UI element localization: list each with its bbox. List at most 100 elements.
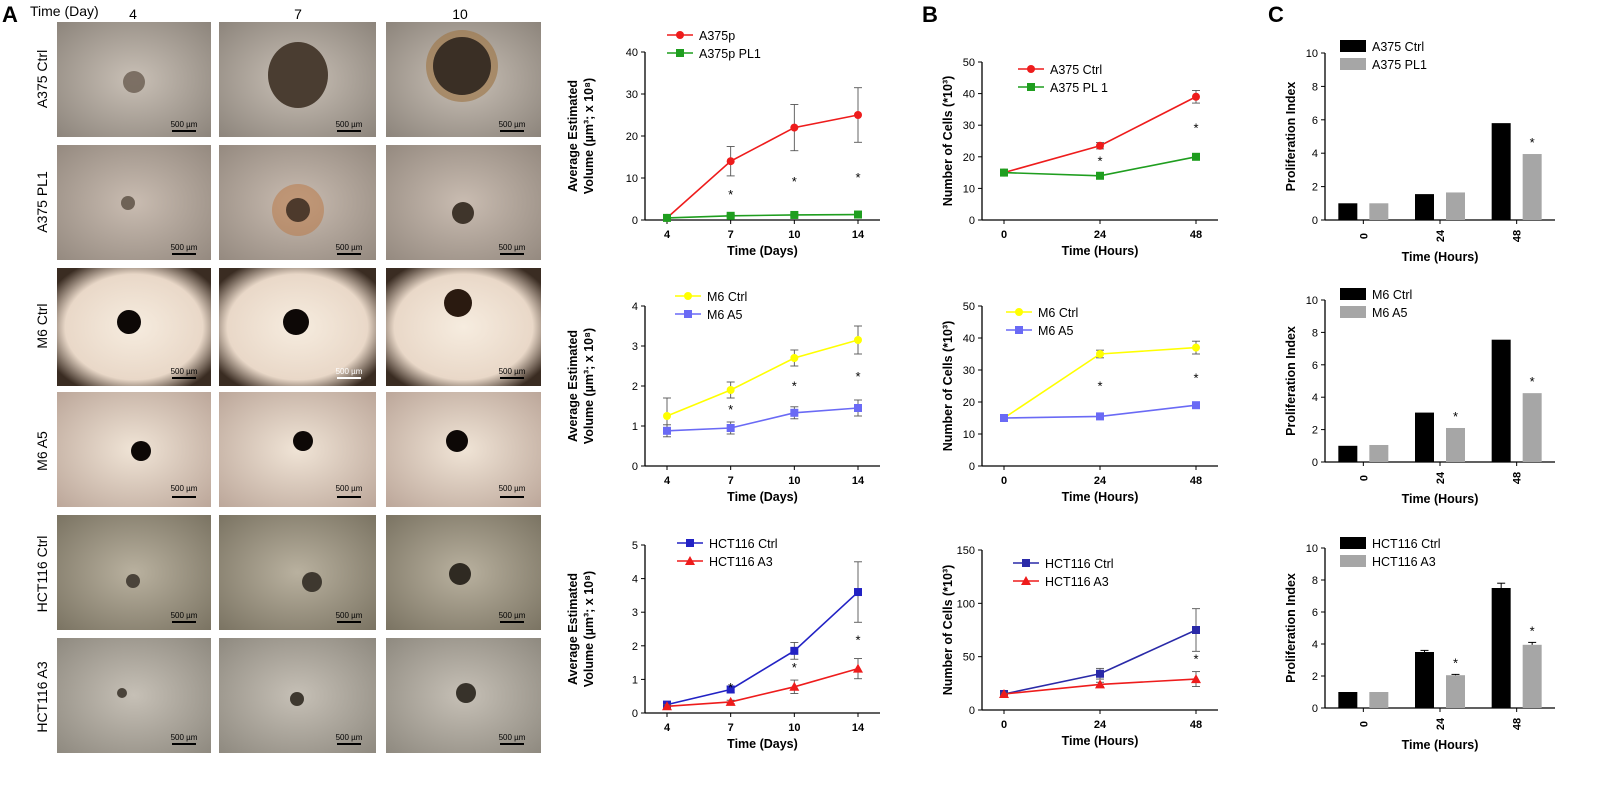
svg-text:500 µm: 500 µm — [336, 367, 363, 376]
row-label-hct116-a3: HCT116 A3 — [34, 661, 50, 733]
y-tick-label: 0 — [632, 215, 638, 227]
y-tick-label: 10 — [963, 429, 975, 441]
y-tick-label: 4 — [632, 301, 638, 313]
point-hct116-ctrl — [1096, 669, 1104, 678]
line-a375p — [666, 114, 859, 219]
legend-marker-a375-ctrl — [1027, 65, 1035, 73]
y-tick-label: 30 — [626, 89, 638, 101]
point-a375p-pl1 — [663, 213, 671, 222]
y-axis-label: Proliferation Index — [1284, 82, 1298, 192]
y-tick-label: 1 — [632, 421, 638, 433]
legend-label-hct116-ctrl: HCT116 Ctrl — [709, 537, 778, 551]
x-axis-label: Time (Hours) — [1402, 250, 1479, 264]
legend-marker-a375p — [676, 31, 684, 39]
legend-label-hct116-a3: HCT116 A3 — [1045, 575, 1109, 589]
x-tick-label: 10 — [788, 722, 800, 734]
chart-a375-cell-count: 0 10 20 30 40 50 0 24 48 Time (Hours) Number of Ce… — [941, 57, 1218, 258]
x-tick-label: 4 — [664, 475, 671, 487]
y-axis-label-line2: Volume (µm³; x 10⁸) — [582, 78, 596, 194]
y-tick-label: 30 — [963, 365, 975, 377]
bar-hct116-ctrl — [1338, 692, 1358, 708]
y-axis-label: Number of Cells (*10³) — [941, 76, 955, 207]
point-a375p-pl1 — [854, 210, 862, 219]
legend-swatch-a375-pl1 — [1340, 58, 1366, 70]
row-label-hct116-ctrl: HCT116 Ctrl — [34, 536, 50, 613]
row-label-a375-pl1: A375 PL1 — [34, 171, 50, 233]
significance-marker: * — [855, 369, 860, 384]
y-tick-label: 0 — [969, 705, 975, 717]
chart-a375-volume: 0 10 20 30 40 4 7 10 14 Time (Days) Average Estima… — [566, 29, 880, 258]
significance-marker: * — [792, 660, 797, 675]
legend-swatch-hct116-a3 — [1340, 555, 1366, 567]
svg-text:500 µm: 500 µm — [171, 484, 198, 493]
x-tick-label: 7 — [728, 475, 734, 487]
significance-marker: * — [1193, 652, 1198, 667]
y-tick-label: 3 — [632, 341, 638, 353]
x-tick-label: 24 — [1094, 719, 1107, 731]
y-tick-label: 2 — [1312, 182, 1318, 194]
bar-m6-ctrl — [1415, 412, 1434, 462]
legend-label-a375p: A375p — [699, 29, 735, 43]
y-tick-label: 0 — [632, 708, 638, 720]
point-m6-a5 — [663, 426, 671, 435]
y-tick-label: 0 — [1312, 457, 1318, 469]
bar-hct116-a3 — [1522, 644, 1542, 708]
y-tick-label: 40 — [626, 47, 638, 59]
legend-label-m6-ctrl: M6 Ctrl — [707, 290, 747, 304]
line-m6-ctrl — [666, 339, 859, 417]
x-tick-label: 0 — [1001, 229, 1007, 241]
significance-marker: * — [1193, 121, 1198, 136]
micrograph-a375-pl1-d7: 500 µm — [219, 145, 376, 260]
x-tick-label: 24 — [1094, 475, 1107, 487]
x-tick-label: 48 — [1512, 230, 1524, 242]
significance-marker: * — [728, 402, 733, 417]
legend-marker-a375-pl-1 — [1027, 83, 1035, 91]
y-axis-label-line2: Volume (µm³; x 10⁸) — [582, 571, 596, 687]
y-axis-label-line1: Average Estimated — [566, 573, 580, 685]
x-tick-label: 10 — [788, 475, 800, 487]
y-tick-label: 8 — [1312, 81, 1318, 93]
y-axis-label-line2: Volume (µm³; x 10⁸) — [582, 328, 596, 444]
significance-marker: * — [1453, 409, 1458, 424]
legend-swatch-m6-a5 — [1340, 306, 1366, 318]
legend-marker-hct116-a3 — [1021, 576, 1031, 585]
y-tick-label: 0 — [1312, 703, 1318, 715]
x-tick-label: 0 — [1358, 233, 1370, 239]
significance-marker: * — [1193, 370, 1198, 385]
y-axis-label-line1: Average Estimated — [566, 80, 580, 192]
legend-label-a375-ctrl: A375 Ctrl — [1372, 40, 1424, 54]
y-tick-label: 5 — [632, 540, 638, 552]
y-tick-label: 20 — [963, 397, 975, 409]
y-tick-label: 4 — [1312, 392, 1318, 404]
chart-m6-cell-count: 0 10 20 30 40 50 0 24 48 Time (Hours) Number of Ce… — [941, 301, 1218, 504]
legend-label-a375-ctrl: A375 Ctrl — [1050, 63, 1102, 77]
y-tick-label: 40 — [963, 89, 975, 101]
y-tick-label: 2 — [632, 641, 638, 653]
y-tick-label: 150 — [957, 545, 975, 557]
y-tick-label: 4 — [1312, 639, 1318, 651]
point-m6-ctrl — [1192, 343, 1200, 352]
bar-a375-pl1 — [1522, 154, 1542, 220]
y-tick-label: 10 — [963, 183, 975, 195]
bar-m6-a5 — [1522, 393, 1542, 462]
micrograph-m6-a5-d4: 500 µm — [57, 392, 211, 507]
legend-marker-m6-ctrl — [684, 292, 692, 300]
legend-swatch-hct116-ctrl — [1340, 537, 1366, 549]
y-axis-label: Proliferation Index — [1284, 326, 1298, 436]
panel-letter-c: C — [1268, 2, 1284, 27]
x-tick-label: 0 — [1358, 721, 1370, 727]
significance-marker: * — [855, 632, 860, 647]
svg-text:500 µm: 500 µm — [499, 243, 526, 252]
legend-label-a375p-pl1: A375p PL1 — [699, 47, 761, 61]
y-tick-label: 50 — [963, 301, 975, 313]
y-tick-label: 4 — [632, 574, 638, 586]
micrograph-a375-ctrl-d10: 500 µm — [386, 22, 541, 137]
day-label-4: 4 — [129, 6, 137, 22]
y-tick-label: 0 — [1312, 215, 1318, 227]
significance-marker: * — [1530, 374, 1535, 389]
y-tick-label: 0 — [969, 215, 975, 227]
legend-label-m6-ctrl: M6 Ctrl — [1038, 306, 1078, 320]
